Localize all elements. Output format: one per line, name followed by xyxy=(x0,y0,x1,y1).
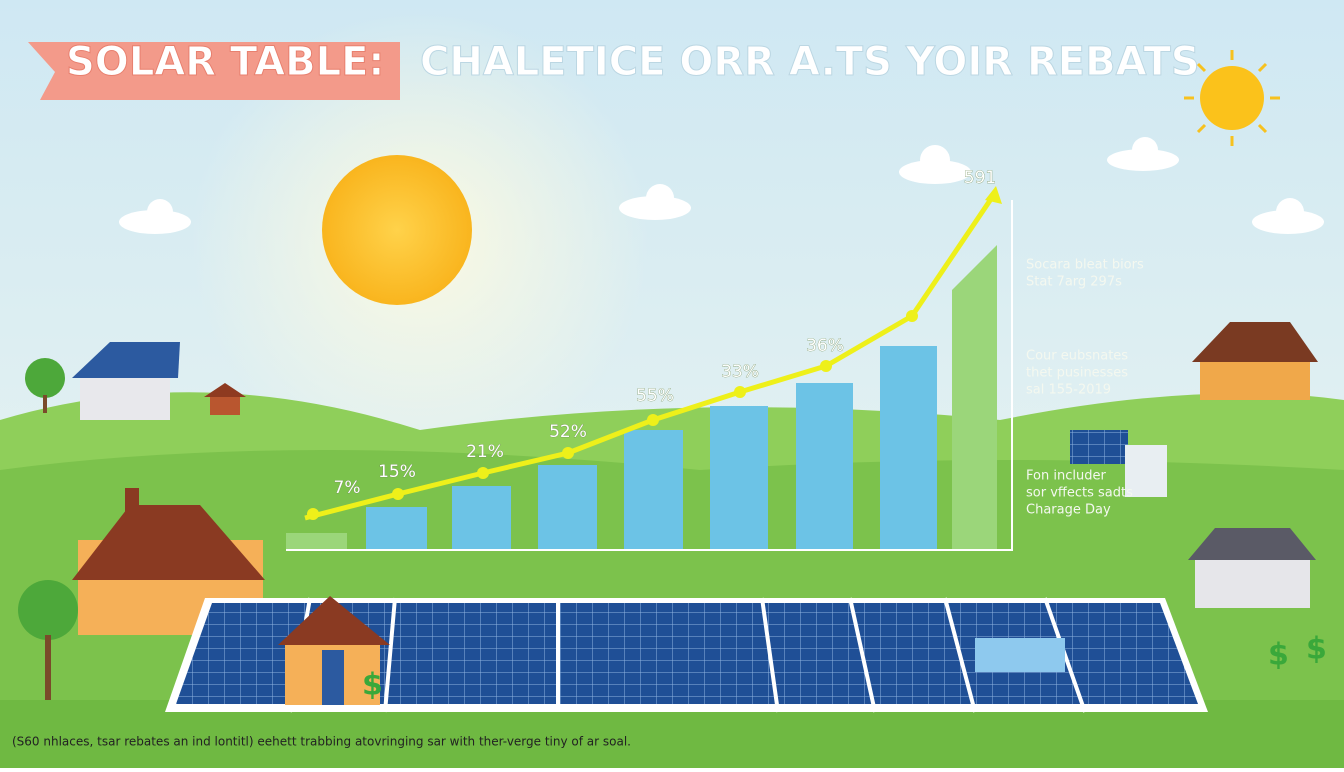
side-note: Socara bleat biors xyxy=(1026,258,1144,273)
point-label: 33% xyxy=(721,362,759,382)
solar-field xyxy=(165,596,1208,713)
title-highlight: SOLAR TABLE: xyxy=(66,39,384,85)
title: CHALETICE ORR A.TS YOIR REBATS xyxy=(420,39,1200,85)
small-sun xyxy=(1184,50,1280,146)
title-banner: SOLAR TABLE: CHALETICE ORR A.TS YOIR REB… xyxy=(28,39,1200,100)
point-label: 52% xyxy=(549,422,587,442)
svg-text:$: $ xyxy=(1268,638,1289,673)
side-note: Fon includer xyxy=(1026,469,1106,484)
bars xyxy=(286,200,1013,551)
side-note: thet pusinesses xyxy=(1026,366,1128,381)
houses xyxy=(18,322,1318,700)
svg-text:$: $ xyxy=(362,668,383,703)
side-note: Cour eubsnates xyxy=(1026,349,1128,364)
point-labels: 7% 15% 21% 52% 55% 33% 36% 591 xyxy=(333,168,996,499)
clouds xyxy=(119,137,1324,234)
side-note: sal 155-2019 xyxy=(1026,383,1111,398)
point-label: 55% xyxy=(636,386,674,406)
trend-line xyxy=(304,186,1002,521)
big-sun xyxy=(322,155,472,305)
dollar-signs: $ $ $ xyxy=(362,632,1327,703)
side-note: Charage Day xyxy=(1026,503,1111,518)
point-label: 21% xyxy=(466,442,504,462)
caption: (S60 nhlaces, tsar rebates an ind lontit… xyxy=(12,735,631,749)
point-label: 36% xyxy=(806,336,844,356)
point-label: 591 xyxy=(964,168,996,188)
side-note: Stat 7arg 297s xyxy=(1026,275,1122,290)
side-notes: Socara bleat biors Stat 7arg 297s Cour eub… xyxy=(1026,258,1144,518)
svg-text:$: $ xyxy=(1306,632,1327,667)
point-label: 7% xyxy=(334,478,361,498)
side-note: sor vffects sadts xyxy=(1026,486,1133,501)
point-label: 15% xyxy=(378,462,416,482)
